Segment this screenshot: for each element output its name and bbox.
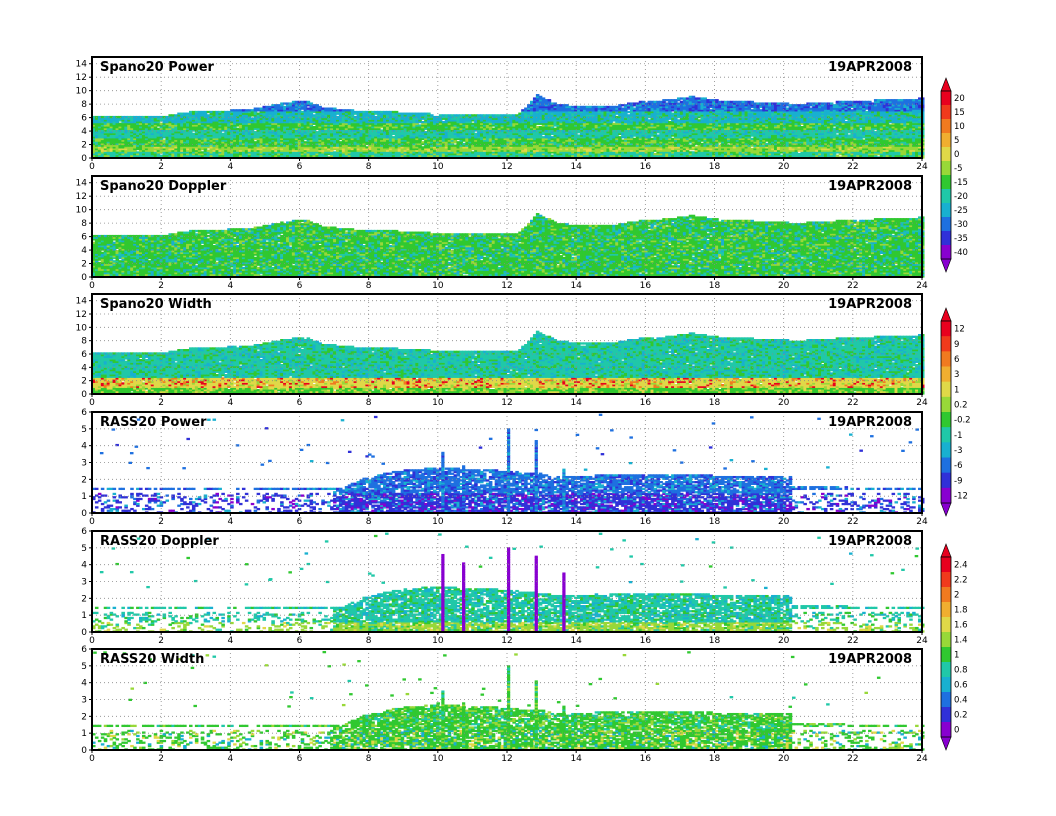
heatmap-cells	[92, 94, 925, 159]
